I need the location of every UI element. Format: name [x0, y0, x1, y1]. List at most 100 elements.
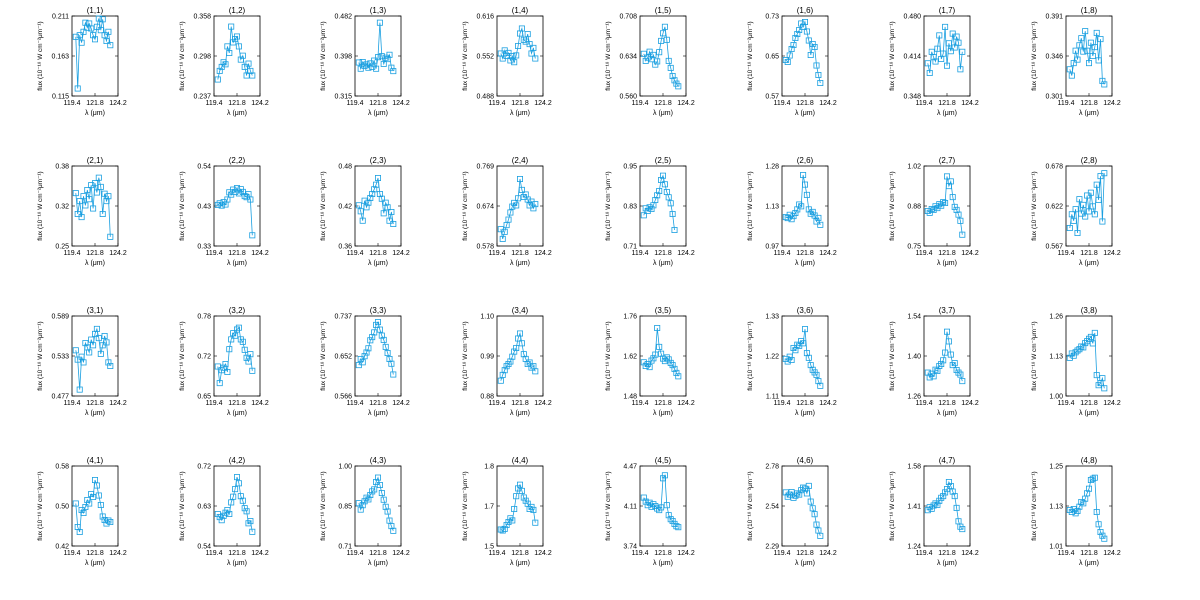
- data-point: [517, 330, 524, 337]
- x-tick-label: 124.2: [819, 250, 837, 257]
- data-point: [388, 360, 395, 367]
- data-point: [228, 23, 235, 30]
- y-tick-label: 1.26: [1049, 314, 1063, 321]
- y-axis-label: flux (10⁻¹⁸ W cm⁻²μm⁻¹): [179, 321, 186, 390]
- data-point: [95, 15, 102, 22]
- data-point: [934, 45, 941, 52]
- data-point: [239, 338, 246, 345]
- panel-4-1: (4,1) 0.42 0.50 0.58 119.4 121.8 124.2 λ (μm) fl…: [37, 456, 127, 567]
- x-axis-label: λ (μm): [795, 410, 815, 417]
- data-point: [101, 332, 108, 339]
- data-point: [386, 355, 393, 362]
- y-tick-label: 1.41: [907, 504, 921, 511]
- data-point: [675, 83, 682, 90]
- data-point: [802, 18, 809, 25]
- data-point: [926, 374, 933, 381]
- data-point: [72, 33, 79, 40]
- data-point: [380, 210, 387, 217]
- x-tick-label: 119.4: [774, 550, 791, 557]
- data-point: [515, 195, 522, 202]
- panel-title: (3,3): [370, 306, 387, 315]
- x-tick-label: 124.2: [392, 550, 410, 557]
- plot-frame: [496, 315, 544, 397]
- data-point: [1068, 72, 1075, 79]
- data-point: [817, 80, 824, 87]
- data-point: [218, 517, 225, 524]
- data-point: [376, 19, 383, 26]
- data-point: [226, 50, 233, 57]
- data-point: [945, 183, 952, 190]
- data-point: [247, 518, 254, 525]
- data-point: [815, 378, 822, 385]
- data-point: [107, 42, 114, 49]
- y-axis-label: flux (10⁻¹⁸ W cm⁻²μm⁻¹): [889, 171, 896, 240]
- data-point: [243, 72, 250, 79]
- data-point: [359, 217, 366, 224]
- data-point: [214, 201, 221, 208]
- data-point: [955, 211, 962, 218]
- x-tick-label: 124.2: [534, 550, 552, 557]
- y-tick-label: 1.62: [623, 354, 637, 361]
- data-point: [932, 366, 939, 373]
- data-point: [224, 368, 231, 375]
- y-tick-label: 1.02: [907, 164, 921, 171]
- y-tick-label: 0.36: [338, 244, 352, 251]
- panel-3-8: (3,8) 1.00 1.13 1.26 119.4 121.8 124.2 λ (μm) fl…: [1031, 306, 1121, 417]
- panel-4-7: (4,7) 1.24 1.41 1.58 119.4 121.8 124.2 λ (μm) fl…: [889, 456, 979, 567]
- data-point: [501, 367, 508, 374]
- panel-title: (1,2): [229, 6, 246, 15]
- data-point: [813, 521, 820, 528]
- data-point: [101, 517, 108, 524]
- data-point: [924, 207, 931, 214]
- data-point: [515, 43, 522, 50]
- y-tick-label: 0.652: [334, 354, 352, 361]
- y-axis-label: flux (10⁻¹⁸ W cm⁻²μm⁻¹): [37, 321, 44, 390]
- data-point: [928, 505, 935, 512]
- x-tick-label: 121.8: [511, 550, 529, 557]
- data-point: [363, 349, 370, 356]
- y-tick-label: 2.78: [765, 464, 779, 471]
- series-line: [358, 22, 394, 72]
- data-point: [959, 48, 966, 55]
- data-point: [661, 472, 668, 479]
- y-tick-label: 1.33: [765, 314, 779, 321]
- data-point: [936, 362, 943, 369]
- data-point: [80, 509, 87, 516]
- y-axis-label: flux (10⁻¹⁸ W cm⁻²μm⁻¹): [462, 171, 469, 240]
- y-tick-label: 0.33: [197, 244, 211, 251]
- data-point: [388, 523, 395, 530]
- data-point: [526, 41, 533, 48]
- data-point: [1095, 57, 1102, 64]
- panel-3-6: (3,6) 1.11 1.22 1.33 119.4 121.8 124.2 λ (μm) fl…: [747, 306, 837, 417]
- data-point: [1097, 36, 1104, 43]
- panel-title: (3,6): [797, 306, 814, 315]
- data-point: [374, 54, 381, 61]
- data-point: [1101, 170, 1108, 177]
- data-point: [1076, 42, 1083, 49]
- data-point: [807, 498, 814, 505]
- x-tick-label: 124.2: [677, 550, 695, 557]
- data-point: [501, 525, 508, 532]
- x-tick-label: 119.4: [632, 100, 649, 107]
- data-point: [660, 30, 667, 37]
- data-point: [1099, 375, 1106, 382]
- data-point: [938, 494, 945, 501]
- panel-2-7: (2,7) 0.75 0.88 1.02 119.4 121.8 124.2 λ (μm) fl…: [889, 156, 979, 267]
- data-point: [92, 36, 99, 43]
- y-axis-label: flux (10⁻¹⁸ W cm⁻²μm⁻¹): [889, 471, 896, 540]
- data-point: [216, 380, 223, 387]
- data-point: [84, 186, 91, 193]
- x-tick-label: 121.8: [228, 550, 246, 557]
- data-point: [1095, 382, 1102, 389]
- data-point: [105, 193, 112, 200]
- data-point: [245, 60, 252, 67]
- x-tick-label: 119.4: [206, 400, 223, 407]
- data-point: [654, 324, 661, 331]
- y-tick-label: 1.01: [1049, 544, 1063, 551]
- x-axis-label: λ (μm): [937, 560, 957, 567]
- x-tick-label: 119.4: [916, 400, 933, 407]
- data-point: [936, 201, 943, 208]
- data-point: [951, 44, 958, 51]
- data-point: [245, 358, 252, 365]
- data-point: [669, 210, 676, 217]
